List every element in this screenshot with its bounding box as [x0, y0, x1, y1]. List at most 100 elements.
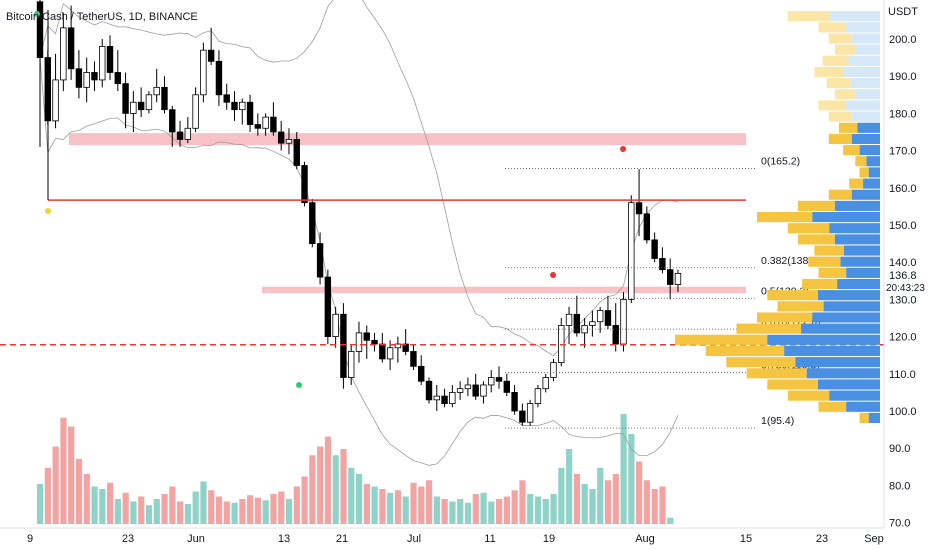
volume-bar — [285, 499, 293, 524]
volume-profile-bar — [829, 11, 880, 22]
sell-signal-marker — [550, 272, 557, 284]
current-price-label: 136.8 — [889, 270, 917, 282]
volume-profile-bar — [817, 379, 880, 390]
price-tick-label: 200.0 — [889, 34, 917, 46]
volume-bar — [387, 492, 394, 524]
candle-body — [254, 124, 262, 129]
volume-bar — [519, 480, 526, 524]
volume-bar — [270, 494, 277, 524]
time-tick-label: Sep — [864, 533, 884, 545]
volume-profile-bar — [757, 211, 813, 223]
price-tick-label: 140.0 — [889, 257, 917, 269]
candle-body — [371, 339, 378, 345]
volume-bar — [317, 446, 324, 524]
volume-bar — [223, 501, 230, 524]
volume-bar — [91, 486, 98, 524]
candle-body — [542, 377, 549, 390]
volume-profile-bar — [843, 66, 880, 78]
candle-body — [635, 202, 643, 215]
volume-bar — [145, 505, 153, 524]
fib-level-label: 0(165.2) — [761, 155, 800, 167]
candle-body — [231, 101, 238, 111]
candle-body — [565, 313, 573, 326]
volume-bar — [200, 481, 207, 524]
volume-bar — [402, 496, 409, 524]
candle-body — [36, 1, 44, 58]
candle-body — [60, 27, 67, 81]
candle-body — [425, 380, 433, 401]
price-tick-label: 70.0 — [889, 518, 910, 530]
price-tick-label: 170.0 — [889, 146, 917, 158]
volume-profile-bar — [814, 66, 844, 78]
volume-profile-bar — [828, 189, 852, 200]
volume-bar — [643, 480, 651, 524]
candle-body — [309, 202, 316, 244]
volume-profile-bar — [817, 290, 880, 301]
volume-profile-bar — [802, 278, 838, 290]
candlesticks[interactable] — [36, 0, 682, 426]
volume-profile-bar — [859, 145, 880, 156]
volume-profile-bar — [823, 301, 880, 312]
candle-body — [526, 403, 534, 423]
time-axis[interactable]: 9 23 Jun 13 21 Jul 11 19 Aug 15 23 Sep — [27, 533, 884, 545]
volume-bar — [589, 489, 596, 524]
volume-profile-bar — [746, 368, 807, 379]
volume-profile-bar — [767, 334, 880, 345]
neutral-signal-marker — [45, 208, 51, 214]
volume-bar — [262, 500, 269, 524]
volume-profile-bar — [767, 290, 818, 301]
candle-body — [122, 83, 129, 114]
signal-markers — [34, 11, 627, 388]
volume-bar — [239, 499, 246, 524]
volume-profile-bar — [818, 22, 847, 33]
price-tick-label: 110.0 — [889, 369, 916, 381]
volume-bar — [301, 476, 308, 524]
volume-profile-bar — [840, 256, 880, 267]
volume-profile-bar — [837, 278, 880, 290]
candle-body — [573, 313, 581, 334]
candle-body — [285, 139, 293, 144]
volume-profile-bar — [787, 223, 830, 234]
volume-bar — [153, 499, 160, 524]
volume-bar — [503, 496, 510, 524]
volume-bar — [293, 486, 300, 524]
fib-level-label: 0.382(138.5) — [761, 255, 821, 267]
volume-bar — [215, 496, 223, 524]
candle-body — [340, 313, 347, 378]
time-tick-label: 9 — [27, 533, 33, 545]
volume-bar — [177, 501, 184, 524]
volume-profile-bar — [839, 122, 858, 133]
candle-body — [355, 332, 363, 352]
volume-profile-bar — [828, 33, 852, 44]
volume-bar — [99, 489, 106, 524]
price-axis[interactable]: 200.0 190.0 180.0 170.0 160.0 150.0 140.0 130.0… — [889, 34, 917, 530]
price-tick-label: 150.0 — [889, 220, 917, 232]
volume-profile-bar — [828, 111, 852, 122]
volume-profile-bar — [818, 267, 847, 278]
volume-profile-bar — [846, 267, 880, 278]
volume-profile-bar — [818, 401, 847, 412]
candle-body — [192, 94, 199, 129]
volume-profile-bar — [855, 44, 880, 55]
candle-body — [620, 298, 627, 345]
candle-body — [114, 72, 121, 85]
volume-profile-bar — [812, 211, 880, 223]
volume-bar — [75, 459, 83, 524]
volume-bar — [457, 499, 464, 524]
volume-profile-bar — [846, 100, 880, 111]
volume-bar — [37, 484, 44, 524]
volume-bar — [527, 494, 534, 524]
volume-bar — [441, 499, 448, 524]
candle-body — [410, 351, 417, 367]
volume-bar — [604, 480, 612, 524]
buy-signal-marker — [34, 11, 40, 17]
candle-body — [604, 310, 612, 326]
candle-body — [456, 388, 464, 393]
candle-body — [596, 310, 604, 323]
candle-body — [52, 79, 59, 122]
countdown-label: 20:43:23 — [886, 283, 925, 294]
volume-profile-bar — [777, 301, 824, 312]
price-tick-label: 130.0 — [889, 294, 917, 306]
